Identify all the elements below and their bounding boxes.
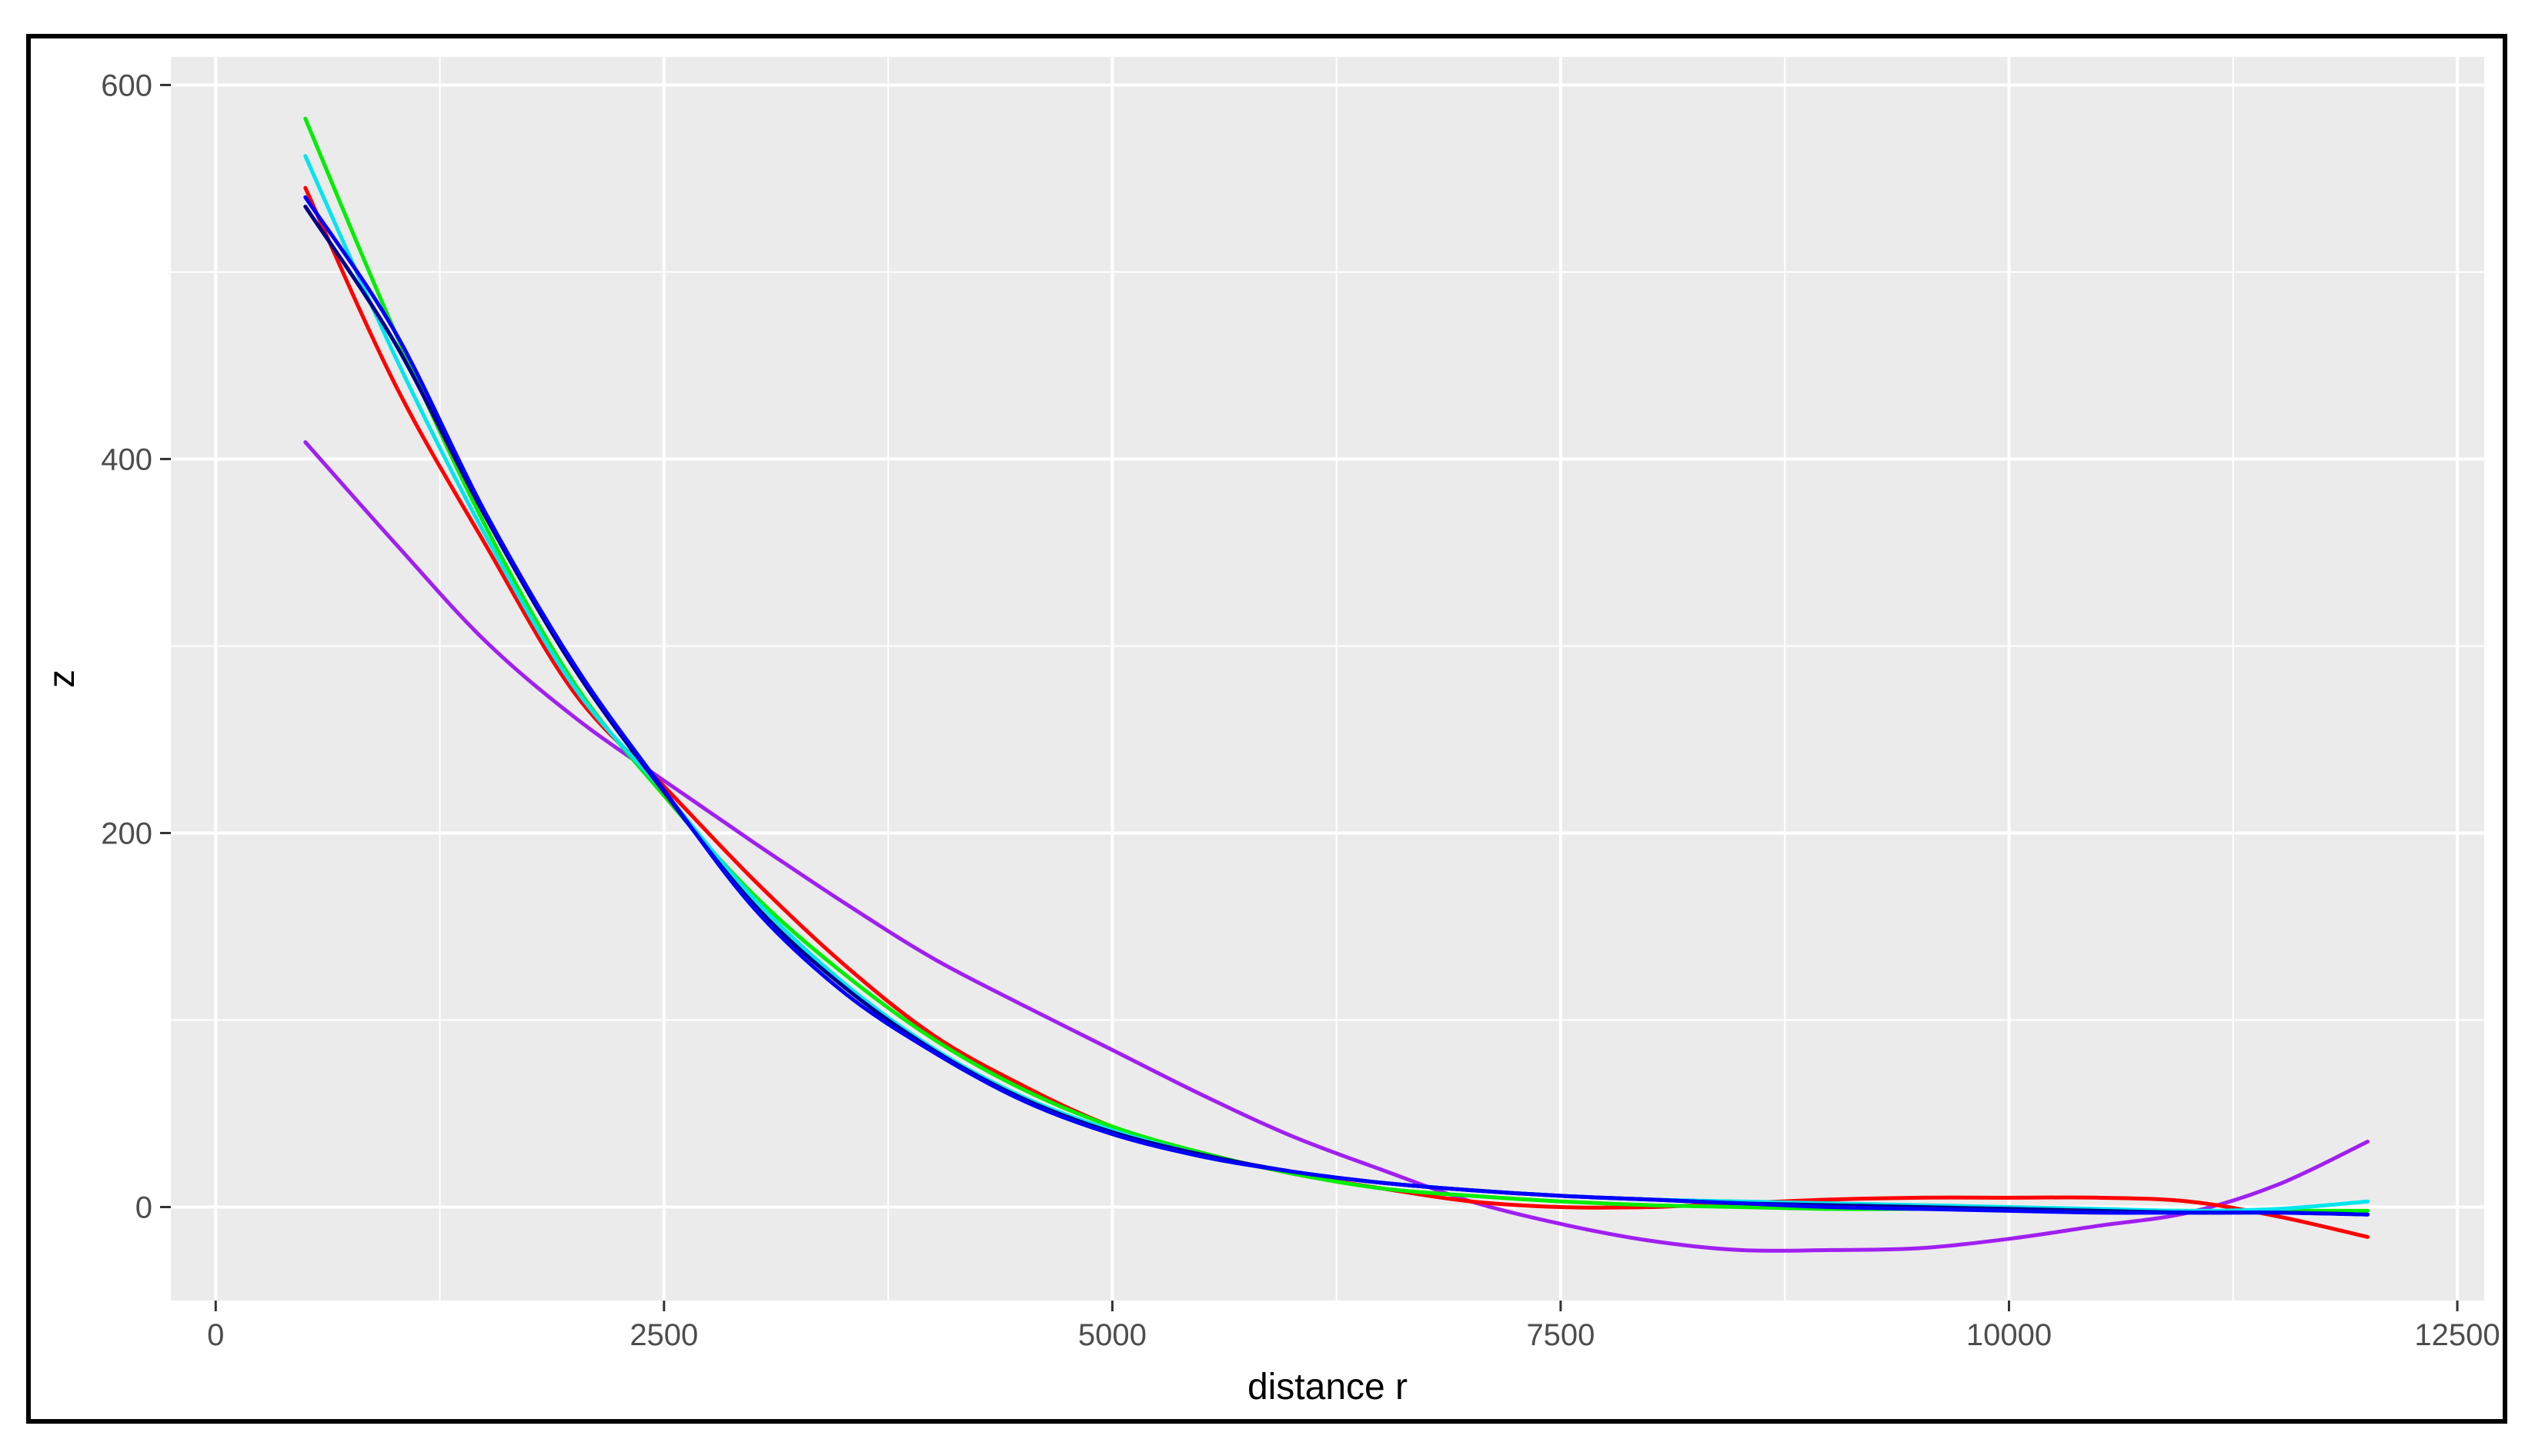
y-tick-label: 0 bbox=[135, 1191, 152, 1224]
y-tick-label: 200 bbox=[101, 816, 152, 850]
x-tick-label: 2500 bbox=[630, 1318, 698, 1352]
x-tick-label: 0 bbox=[207, 1318, 224, 1352]
series-line-6 bbox=[303, 195, 2370, 1217]
x-tick-label: 12500 bbox=[2414, 1318, 2500, 1352]
grid-major bbox=[171, 57, 2484, 1301]
series-layer bbox=[303, 116, 2370, 1253]
y-tick-label: 600 bbox=[101, 68, 152, 102]
x-axis-title: distance r bbox=[1247, 1367, 1408, 1408]
x-tick-label: 10000 bbox=[1966, 1318, 2052, 1352]
x-tick-label: 7500 bbox=[1526, 1318, 1595, 1352]
grid-minor bbox=[171, 57, 2484, 1301]
plot-panel bbox=[171, 57, 2484, 1301]
y-axis-ticks: 0 200 400 600 bbox=[101, 68, 171, 1224]
y-axis-title: z bbox=[42, 670, 82, 688]
x-tick-label: 5000 bbox=[1078, 1318, 1147, 1352]
x-axis-ticks: 0 2500 5000 7500 10000 12500 bbox=[207, 1301, 2500, 1352]
series-line-1 bbox=[303, 440, 2370, 1253]
y-tick-label: 400 bbox=[101, 442, 152, 476]
